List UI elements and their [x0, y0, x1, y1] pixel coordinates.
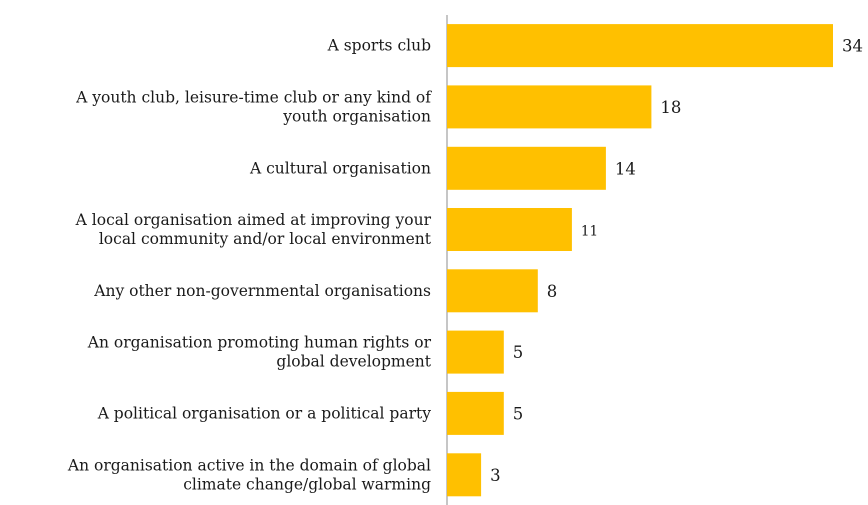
category-label-3: A cultural organisation: [249, 159, 431, 177]
category-label-line: A sports club: [327, 37, 431, 55]
category-label-line: climate change/global warming: [183, 475, 431, 493]
category-label-line: A local organisation aimed at improving …: [75, 211, 432, 229]
value-label-6: 5: [513, 343, 524, 362]
category-label-line: Any other non-governmental organisations: [93, 282, 431, 300]
category-label-6: An organisation promoting human rights o…: [87, 334, 432, 371]
value-label-8: 3: [490, 466, 501, 485]
bar-6: [447, 330, 504, 374]
value-label-7: 5: [513, 404, 524, 423]
category-label-2: A youth club, leisure-time club or any k…: [75, 88, 432, 125]
category-label-4: A local organisation aimed at improving …: [75, 211, 432, 248]
category-label-line: A youth club, leisure-time club or any k…: [75, 88, 432, 106]
bars-layer: [447, 24, 833, 497]
category-label-7: A political organisation or a political …: [97, 404, 432, 422]
bar-8: [447, 453, 482, 497]
category-label-line: A political organisation or a political …: [97, 404, 432, 422]
category-label-line: youth organisation: [282, 107, 431, 125]
category-label-5: Any other non-governmental organisations: [93, 282, 431, 300]
value-label-5: 8: [547, 282, 558, 301]
value-label-2: 18: [660, 98, 681, 117]
value-label-3: 14: [615, 159, 636, 178]
category-label-line: An organisation active in the domain of …: [67, 456, 431, 474]
category-label-line: A cultural organisation: [249, 159, 431, 177]
bar-1: [447, 24, 833, 68]
category-labels-layer: A sports club A youth club, leisure-time …: [67, 37, 432, 494]
value-label-4: 11: [581, 224, 598, 240]
category-label-line: local community and/or local environment: [99, 230, 432, 248]
bar-5: [447, 269, 538, 313]
bar-2: [447, 85, 652, 129]
value-label-1: 34: [842, 37, 863, 56]
value-labels-layer: 34 18 14 11 8 5 5 3: [490, 37, 863, 485]
bar-3: [447, 146, 606, 190]
bar-4: [447, 208, 572, 251]
category-label-line: global development: [276, 353, 431, 371]
bar-7: [447, 391, 504, 435]
category-label-8: An organisation active in the domain of …: [67, 456, 431, 493]
category-label-line: An organisation promoting human rights o…: [87, 334, 432, 352]
category-label-1: A sports club: [327, 37, 431, 55]
